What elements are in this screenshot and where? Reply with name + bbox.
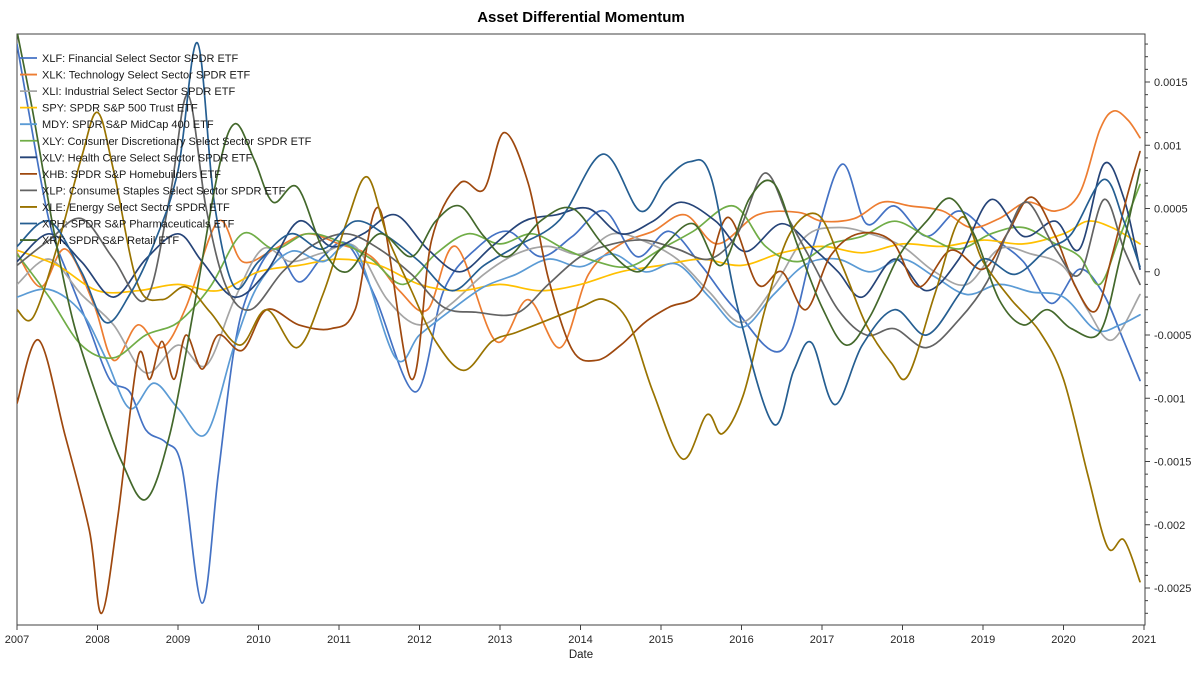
legend-label: XLE: Energy Select Sector SPDR ETF: [42, 202, 230, 214]
y-tick-label: 0.001: [1154, 140, 1182, 152]
x-tick-label: 2021: [1132, 634, 1156, 646]
series-line-XHB: [17, 131, 1141, 615]
x-tick-label: 2018: [890, 634, 914, 646]
series-line-XLK: [17, 109, 1141, 362]
x-tick-label: 2010: [246, 634, 270, 646]
legend-item: SPY: SPDR S&P 500 Trust ETF: [20, 103, 198, 115]
legend-label: XPH: SPDR S&P Pharmaceuticals ETF: [42, 219, 235, 231]
y-tick-label: -0.002: [1154, 520, 1185, 532]
series-line-XLF: [17, 43, 1141, 605]
series-line-SPY: [17, 220, 1141, 294]
series-lines: [17, 34, 1141, 615]
y-tick-label: -0.0025: [1154, 583, 1191, 595]
x-tick-label: 2017: [810, 634, 834, 646]
legend-item: XLE: Energy Select Sector SPDR ETF: [20, 202, 230, 214]
y-tick-label: -0.001: [1154, 393, 1185, 405]
legend-label: XLP: Consumer Staples Select Sector SPDR…: [42, 185, 286, 197]
y-tick-label: -0.0005: [1154, 330, 1191, 342]
x-tick-label: 2013: [488, 634, 512, 646]
series-line-XRT: [17, 34, 1141, 501]
y-tick-label: 0.0005: [1154, 204, 1188, 216]
y-axis-ticks: 0.0015 0.001 0.0005 0 -0.0005 -0.001 -0.0015 -0…: [1145, 43, 1191, 614]
legend-item: XLI: Industrial Select Sector SPDR ETF: [20, 86, 235, 98]
legend-label: XLY: Consumer Discretionary Select Secto…: [42, 136, 312, 148]
legend-item: XLP: Consumer Staples Select Sector SPDR…: [20, 185, 286, 197]
legend-label: XLK: Technology Select Sector SPDR ETF: [42, 70, 251, 82]
x-axis-label: Date: [569, 649, 593, 661]
series-line-XLV: [17, 161, 1141, 298]
x-tick-label: 2007: [5, 634, 29, 646]
legend-item: XPH: SPDR S&P Pharmaceuticals ETF: [20, 219, 235, 231]
legend-item: MDY: SPDR S&P MidCap 400 ETF: [20, 119, 214, 131]
x-tick-label: 2016: [729, 634, 753, 646]
legend-label: MDY: SPDR S&P MidCap 400 ETF: [42, 119, 214, 131]
legend-item: XLV: Health Care Select Sector SPDR ETF: [20, 152, 253, 164]
x-axis-ticks: 2007 2008 2009 2010 2011 2012 2013 2014 2015 2016…: [5, 625, 1156, 646]
x-tick-label: 2009: [166, 634, 190, 646]
legend-item: XHB: SPDR S&P Homebuilders ETF: [20, 169, 221, 181]
x-tick-label: 2019: [971, 634, 995, 646]
legend-item: XRT: SPDR S&P Retail ETF: [20, 235, 179, 247]
legend-label: XLF: Financial Select Sector SPDR ETF: [42, 53, 239, 65]
series-line-XLP: [17, 93, 1141, 349]
x-tick-label: 2011: [327, 634, 351, 646]
series-line-XPH: [17, 41, 1141, 426]
legend-item: XLF: Financial Select Sector SPDR ETF: [20, 53, 239, 65]
x-tick-label: 2012: [407, 634, 431, 646]
chart-title: Asset Differential Momentum: [477, 9, 685, 26]
legend-label: XHB: SPDR S&P Homebuilders ETF: [42, 169, 221, 181]
x-tick-label: 2020: [1051, 634, 1075, 646]
y-tick-label: 0.0015: [1154, 77, 1188, 89]
series-line-XLE: [17, 111, 1141, 583]
legend-label: XLV: Health Care Select Sector SPDR ETF: [42, 152, 253, 164]
legend-item: XLY: Consumer Discretionary Select Secto…: [20, 136, 312, 148]
x-tick-label: 2015: [649, 634, 673, 646]
legend-label: XRT: SPDR S&P Retail ETF: [42, 235, 179, 247]
y-tick-label: -0.0015: [1154, 457, 1191, 469]
legend-label: SPY: SPDR S&P 500 Trust ETF: [42, 103, 198, 115]
series-line-XLY: [17, 183, 1141, 360]
y-tick-label: 0: [1154, 267, 1160, 279]
x-tick-label: 2014: [568, 634, 592, 646]
x-tick-label: 2008: [85, 634, 109, 646]
legend: XLF: Financial Select Sector SPDR ETF XLK…: [20, 53, 312, 247]
legend-item: XLK: Technology Select Sector SPDR ETF: [20, 70, 251, 82]
legend-label: XLI: Industrial Select Sector SPDR ETF: [42, 86, 235, 98]
